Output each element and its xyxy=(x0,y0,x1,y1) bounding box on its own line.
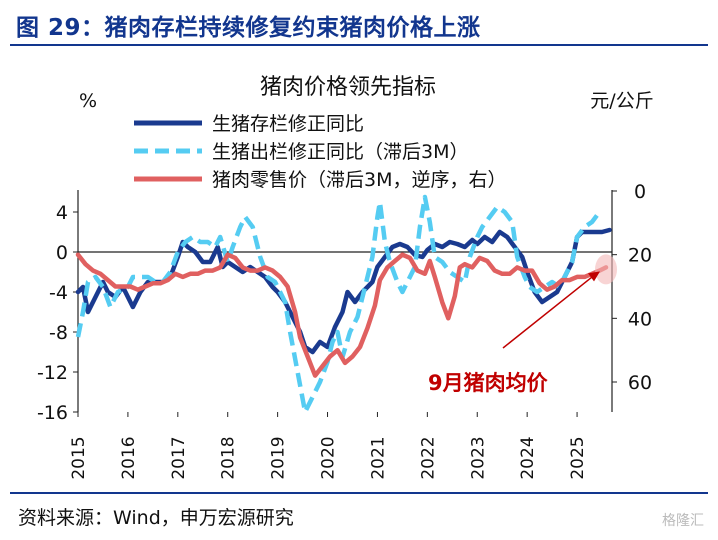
right-tick-label: 20 xyxy=(628,245,652,267)
right-tick-label: 40 xyxy=(628,308,652,330)
series-group xyxy=(75,194,612,415)
right-axis-unit: 元/公斤 xyxy=(590,90,653,112)
annotation-arrow-line xyxy=(502,274,595,349)
right-tick-label: 0 xyxy=(634,181,646,203)
x-tick-label: 2016 xyxy=(119,436,139,479)
x-tick-label: 2025 xyxy=(568,436,588,479)
series-line-3 xyxy=(75,252,609,378)
right-tick-label: 60 xyxy=(628,372,652,394)
left-tick-label: 4 xyxy=(56,202,68,224)
x-tick-label: 2019 xyxy=(269,436,289,479)
annotation-group: 9月猪肉均价 xyxy=(428,254,618,395)
x-tick-label: 2022 xyxy=(418,436,438,479)
footer-rule xyxy=(10,492,708,494)
left-tick-label: -4 xyxy=(49,282,68,304)
x-tick-label: 2018 xyxy=(219,436,239,479)
x-tick-label: 2023 xyxy=(468,436,488,479)
left-tick-label: -12 xyxy=(37,362,68,384)
series-line-1 xyxy=(75,227,612,355)
legend-label-3: 猪肉零售价（滞后3M，逆序，右） xyxy=(212,169,506,191)
watermark: 格隆汇 xyxy=(662,513,704,529)
annotation-label: 9月猪肉均价 xyxy=(428,371,549,395)
left-tick-label: 0 xyxy=(56,242,68,264)
source-note: 资料来源：Wind，申万宏源研究 xyxy=(18,507,294,529)
series-line-2 xyxy=(75,194,602,415)
x-tick-label: 2024 xyxy=(518,436,538,479)
figure-title: 图 29：猪肉存栏持续修复约束猪肉价格上涨 xyxy=(16,15,481,41)
title-rule xyxy=(10,44,708,46)
annotation-arrow-head xyxy=(588,271,601,282)
x-tick-label: 2017 xyxy=(169,436,189,479)
left-tick-label: -16 xyxy=(37,402,68,424)
annotation-highlight xyxy=(595,254,618,285)
legend-label-2: 生猪出栏修正同比（滞后3M） xyxy=(212,141,468,163)
x-tick-label: 2020 xyxy=(319,436,339,479)
x-tick-label: 2015 xyxy=(69,436,89,479)
left-axis-unit: % xyxy=(79,90,97,112)
x-tick-label: 2021 xyxy=(368,436,388,479)
chart-title: 猪肉价格领先指标 xyxy=(260,75,436,100)
legend-label-1: 生猪存栏修正同比 xyxy=(212,113,364,135)
left-tick-label: -8 xyxy=(49,322,68,344)
